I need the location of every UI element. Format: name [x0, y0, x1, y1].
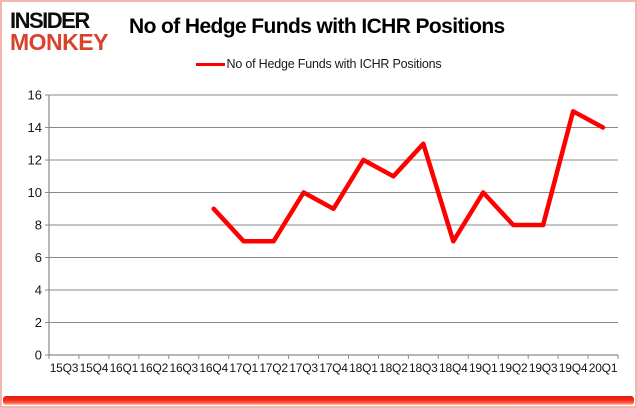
y-axis-label: 4 [35, 283, 42, 298]
x-axis-label: 17Q3 [289, 361, 318, 375]
chart-title: No of Hedge Funds with ICHR Positions [129, 15, 505, 38]
y-axis-label: 12 [28, 153, 42, 168]
x-axis-label: 16Q1 [110, 361, 139, 375]
y-axis-label: 8 [35, 218, 42, 233]
legend: No of Hedge Funds with ICHR Positions [2, 57, 635, 71]
x-axis-label: 16Q4 [199, 361, 228, 375]
x-axis-label: 15Q3 [50, 361, 79, 375]
logo-monkey-text: MONKEY [10, 28, 108, 55]
x-axis-label: 19Q2 [499, 361, 528, 375]
x-axis-label: 15Q4 [80, 361, 109, 375]
y-axis-label: 14 [28, 120, 42, 135]
y-axis-label: 6 [35, 250, 42, 265]
x-axis-label: 18Q4 [439, 361, 468, 375]
legend-line-swatch [195, 62, 225, 66]
y-axis-label: 16 [28, 88, 42, 103]
x-axis-label: 19Q1 [469, 361, 498, 375]
legend-label: No of Hedge Funds with ICHR Positions [226, 57, 442, 71]
x-axis-label: 17Q2 [259, 361, 288, 375]
x-axis-label: 16Q2 [140, 361, 169, 375]
y-axis-label: 2 [35, 315, 42, 330]
y-axis-label: 0 [35, 348, 42, 363]
logo-insider-text: INSIDER [10, 8, 90, 33]
x-axis-label: 19Q4 [559, 361, 588, 375]
series-line [211, 109, 606, 244]
x-axis-label: 17Q4 [319, 361, 348, 375]
x-axis-label: 18Q1 [349, 361, 378, 375]
x-axis-label: 16Q3 [169, 361, 198, 375]
x-axis-label: 19Q3 [529, 361, 558, 375]
x-axis-label: 17Q1 [229, 361, 258, 375]
x-axis-label: 18Q2 [379, 361, 408, 375]
y-axis-label: 10 [28, 185, 42, 200]
x-axis-label: 18Q3 [409, 361, 438, 375]
insider-monkey-logo: INSIDER MONKEY [10, 8, 108, 55]
bottom-red-bar [3, 396, 634, 405]
x-axis-label: 20Q1 [589, 361, 618, 375]
